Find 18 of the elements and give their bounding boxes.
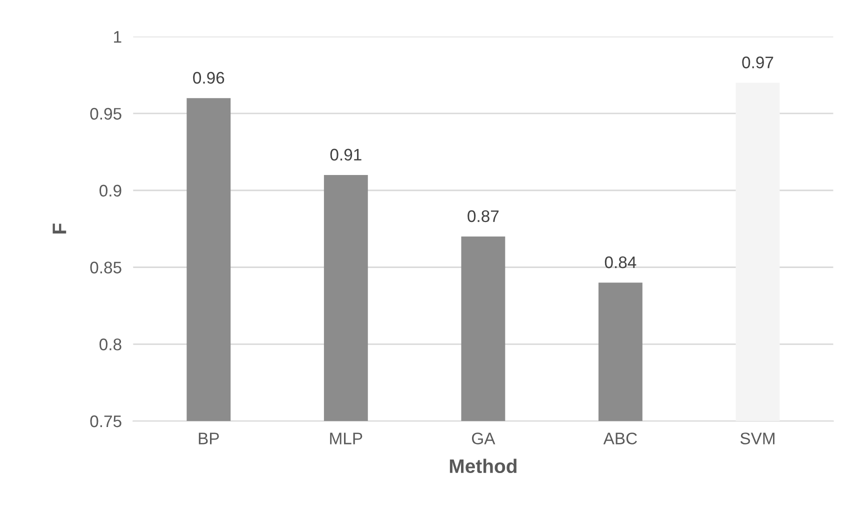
x-axis-title: Method (450, 458, 516, 474)
x-tick-label: SVM (740, 432, 774, 444)
x-tick-label: MLP (330, 432, 362, 444)
data-label: 0.84 (604, 256, 636, 268)
x-tick-label: GA (472, 432, 496, 444)
data-label: 0.96 (193, 72, 224, 84)
y-tick-label: 0.85 (90, 262, 122, 274)
data-label: 0.97 (742, 56, 774, 68)
y-tick-label: 1 (114, 31, 122, 43)
data-label: 0.87 (468, 210, 499, 222)
y-tick-label: 0.9 (100, 184, 122, 197)
x-tick-label: BP (198, 432, 219, 444)
y-axis-title: F (52, 224, 66, 234)
data-label: 0.91 (330, 148, 362, 161)
y-tick-label: 0.75 (90, 415, 122, 428)
y-tick-label: 0.8 (100, 338, 122, 350)
x-tick-label: ABC (603, 432, 637, 444)
y-tick-label: 0.95 (90, 108, 122, 120)
